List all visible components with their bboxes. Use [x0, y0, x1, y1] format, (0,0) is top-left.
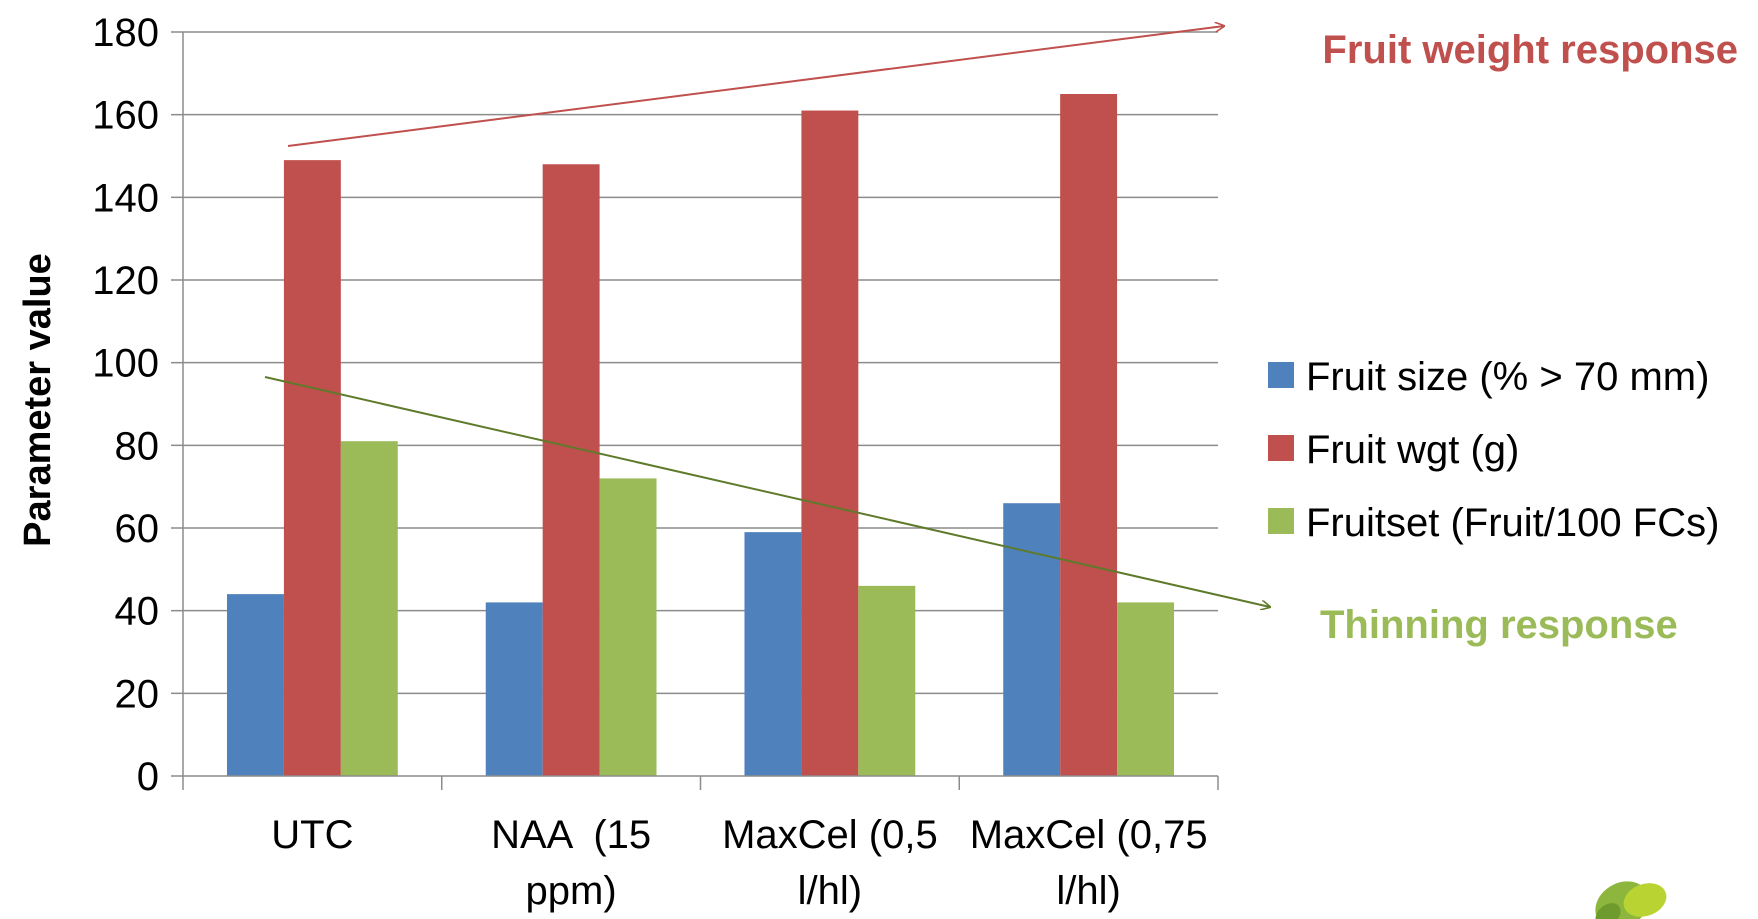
legend-swatch	[1268, 508, 1294, 534]
thinning-trend-arrow	[264, 376, 1270, 607]
y-tick-label: 0	[137, 755, 159, 799]
y-tick-label: 20	[115, 672, 160, 716]
y-tick-label: 180	[92, 11, 159, 55]
y-tick-label: 120	[92, 259, 159, 303]
x-category-label: MaxCel (0,5	[722, 813, 938, 857]
legend: Fruit size (% > 70 mm) Fruit wgt (g) Fruit…	[1268, 355, 1719, 545]
y-tick-label: 60	[115, 507, 160, 551]
x-category-labels: UTC NAA (15 ppm) MaxCel (0,5 l/hl) MaxCel (0,…	[271, 813, 1207, 913]
bar-fruit-2	[485, 602, 543, 776]
bar-fruitset-2	[599, 478, 657, 776]
bar-fruit-2	[542, 164, 600, 776]
x-category-label: NAA (15	[491, 813, 651, 857]
thinning-response-label: Thinning response	[1320, 603, 1678, 647]
x-category-label: l/hl)	[1056, 869, 1120, 913]
y-tick-label: 80	[115, 424, 160, 468]
bar-fruitset-3	[858, 585, 916, 776]
y-tick-label: 40	[115, 590, 160, 634]
x-category-label: MaxCel (0,75	[970, 813, 1208, 857]
legend-swatch	[1268, 435, 1294, 461]
y-tick-label: 140	[92, 176, 159, 220]
bar-fruit-1	[226, 594, 284, 776]
y-tick-label: 160	[92, 94, 159, 138]
bar-fruit-1	[283, 160, 341, 777]
bars	[226, 94, 1175, 777]
legend-swatch	[1268, 362, 1294, 388]
legend-label: Fruitset (Fruit/100 FCs)	[1306, 501, 1719, 545]
axes	[171, 31, 1219, 790]
legend-label: Fruit size (% > 70 mm)	[1306, 355, 1709, 399]
bar-fruitset-4	[1117, 602, 1175, 776]
y-axis-label: Parameter value	[17, 253, 59, 547]
x-category-label: l/hl)	[798, 869, 862, 913]
y-tick-labels: 0 20 40 60 80 100 120 140 160 180	[92, 11, 159, 799]
bar-fruitset-1	[340, 441, 398, 776]
x-category-label: ppm)	[526, 869, 617, 913]
bar-fruit-3	[801, 110, 859, 777]
bar-fruit-4	[1060, 94, 1118, 776]
y-tick-label: 100	[92, 342, 159, 386]
annotations: Fruit weight response Thinning response	[264, 26, 1738, 647]
bar-fruit-4	[1003, 503, 1061, 776]
fruit-weight-response-label: Fruit weight response	[1322, 28, 1738, 72]
legend-label: Fruit wgt (g)	[1306, 428, 1519, 472]
leaf-logo	[1595, 881, 1667, 919]
bar-fruit-3	[744, 532, 802, 776]
weight-trend-arrow	[287, 26, 1224, 147]
x-category-label: UTC	[271, 813, 353, 857]
